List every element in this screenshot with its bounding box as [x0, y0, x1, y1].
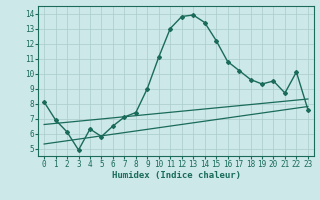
X-axis label: Humidex (Indice chaleur): Humidex (Indice chaleur) — [111, 171, 241, 180]
